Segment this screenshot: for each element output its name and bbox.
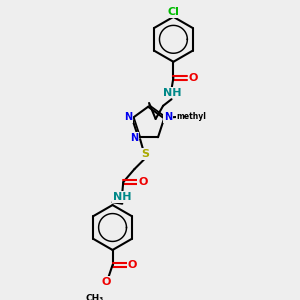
Text: NH: NH	[163, 88, 182, 98]
Text: CH₃: CH₃	[85, 294, 104, 300]
Text: N: N	[164, 112, 172, 122]
Text: N: N	[124, 112, 132, 122]
Text: N: N	[130, 133, 139, 143]
Text: O: O	[101, 277, 111, 287]
Text: O: O	[138, 177, 148, 187]
Text: methyl: methyl	[176, 112, 206, 121]
Text: O: O	[128, 260, 137, 270]
Text: O: O	[188, 73, 198, 83]
Text: NH: NH	[113, 192, 132, 202]
Text: Cl: Cl	[167, 7, 179, 17]
Text: S: S	[142, 149, 150, 159]
